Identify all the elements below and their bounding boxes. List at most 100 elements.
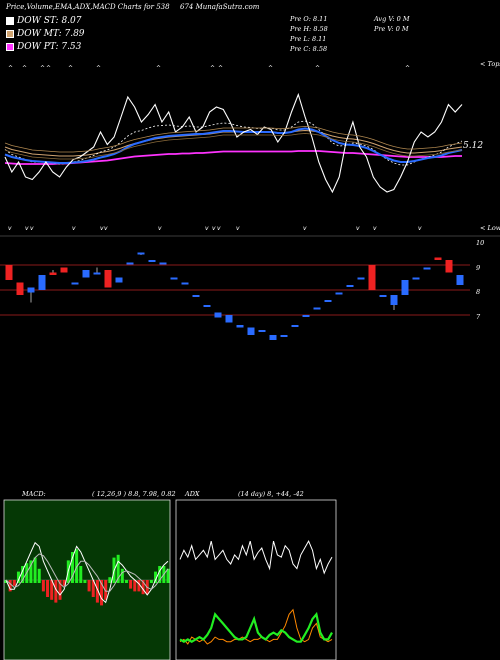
candle-body-8 [93, 272, 101, 275]
stat-prev-low: Pre L: 8.11 [290, 35, 327, 43]
candle-body-41 [456, 275, 464, 285]
macd-hist-0 [4, 580, 8, 583]
top-marker-8: ^ [218, 65, 223, 72]
stat-prev-volume: Pre V: 0 M [374, 25, 409, 33]
lows-label: < Lows [480, 224, 500, 232]
candle-body-40 [445, 260, 453, 273]
candle-body-33 [368, 265, 376, 290]
top-marker-5: ^ [96, 65, 101, 72]
macd-series-macd [5, 541, 169, 604]
candle-body-10 [115, 277, 123, 283]
candle-body-29 [324, 300, 332, 302]
series-ema-mid-band-0 [4, 126, 463, 153]
legend-dow-st: DOW ST: 8.07 [6, 16, 82, 26]
low-marker-12: v [356, 225, 360, 232]
macd-hist-37 [158, 566, 162, 583]
macd-series-signal [5, 553, 169, 592]
macd-hist-8 [37, 568, 41, 583]
macd-hist-12 [54, 580, 58, 603]
top-marker-3: ^ [46, 65, 51, 72]
macd-hist-28 [120, 568, 124, 583]
macd-hist-9 [41, 580, 45, 592]
candle-body-5 [60, 267, 68, 273]
candle-body-9 [104, 270, 112, 288]
macd-hist-10 [46, 580, 50, 597]
candle-body-39 [434, 257, 442, 260]
tops-label: < Tops [480, 60, 500, 68]
macd-hist-24 [104, 580, 108, 600]
low-marker-2: v [30, 225, 34, 232]
chart-subtitle: 674 MunafaSutra.com [180, 3, 260, 11]
adx-series-minus-di [179, 608, 333, 645]
low-marker-8: v [212, 225, 216, 232]
level-label-10: 10 [476, 239, 485, 247]
adx-series-plus-di [179, 539, 333, 575]
candle-body-24 [269, 335, 277, 340]
low-marker-10: v [236, 225, 240, 232]
macd-label: MACD: [22, 490, 46, 498]
legend-label-pt: DOW PT: 7.53 [17, 42, 82, 52]
top-marker-11: ^ [405, 65, 410, 72]
top-marker-7: ^ [210, 65, 215, 72]
macd-hist-33 [141, 580, 145, 595]
candle-body-32 [357, 277, 365, 280]
macd-hist-6 [29, 560, 33, 583]
macd-hist-3 [16, 571, 20, 583]
candle-body-16 [181, 282, 189, 285]
candle-body-37 [412, 277, 420, 280]
candle-body-2 [27, 287, 35, 293]
macd-hist-30 [129, 580, 133, 589]
macd-hist-2 [12, 580, 16, 586]
macd-params: ( 12,26,9 ) 8.8, 7.98, 0.82 [92, 490, 176, 498]
candle-body-25 [280, 335, 288, 337]
low-marker-11: v [303, 225, 307, 232]
candle-body-12 [137, 252, 145, 255]
macd-hist-7 [33, 557, 37, 583]
candle-body-31 [346, 285, 354, 287]
level-label-9: 9 [476, 264, 481, 272]
macd-hist-22 [95, 580, 99, 603]
stat-prev-close: Pre C: 8.58 [290, 45, 328, 53]
legend-dow-mt: DOW MT: 7.89 [6, 29, 85, 39]
candle-body-26 [291, 325, 299, 327]
macd-hist-35 [149, 580, 153, 583]
macd-hist-25 [108, 577, 112, 583]
candle-body-21 [236, 325, 244, 328]
low-marker-0: v [8, 225, 12, 232]
macd-hist-29 [124, 580, 128, 583]
low-marker-6: v [158, 225, 162, 232]
candle-body-23 [258, 330, 266, 332]
low-marker-5: v [104, 225, 108, 232]
legend-swatch-pt [6, 43, 14, 51]
macd-hist-18 [79, 566, 83, 583]
stat-prev-high: Pre H: 8.58 [290, 25, 328, 33]
low-marker-14: v [418, 225, 422, 232]
macd-hist-36 [154, 571, 158, 583]
top-marker-10: ^ [315, 65, 320, 72]
candle-body-17 [192, 295, 200, 297]
macd-hist-27 [116, 554, 120, 583]
legend-swatch-mt [6, 30, 14, 38]
candle-body-28 [313, 307, 321, 310]
chart-title: Price,Volume,EMA,ADX,MACD Charts for 538 [6, 3, 170, 11]
candle-body-11 [126, 262, 134, 265]
macd-hist-23 [100, 580, 104, 606]
top-marker-0: ^ [8, 65, 13, 72]
top-marker-2: ^ [40, 65, 45, 72]
stat-avg-volume: Avg V: 0 M [374, 15, 410, 23]
last-value-label: 5.12 [463, 141, 484, 151]
low-marker-9: v [217, 225, 221, 232]
macd-hist-14 [62, 580, 66, 586]
top-marker-9: ^ [268, 65, 273, 72]
candle-body-7 [82, 270, 90, 278]
legend-label-mt: DOW MT: 7.89 [17, 29, 85, 39]
candle-body-30 [335, 292, 343, 295]
low-marker-7: v [205, 225, 209, 232]
candle-body-0 [5, 265, 13, 280]
candle-body-19 [214, 312, 222, 318]
macd-hist-21 [91, 580, 95, 597]
series-ema-blue [4, 127, 463, 164]
adx-panel-bg [175, 499, 337, 660]
macd-hist-16 [70, 552, 74, 583]
